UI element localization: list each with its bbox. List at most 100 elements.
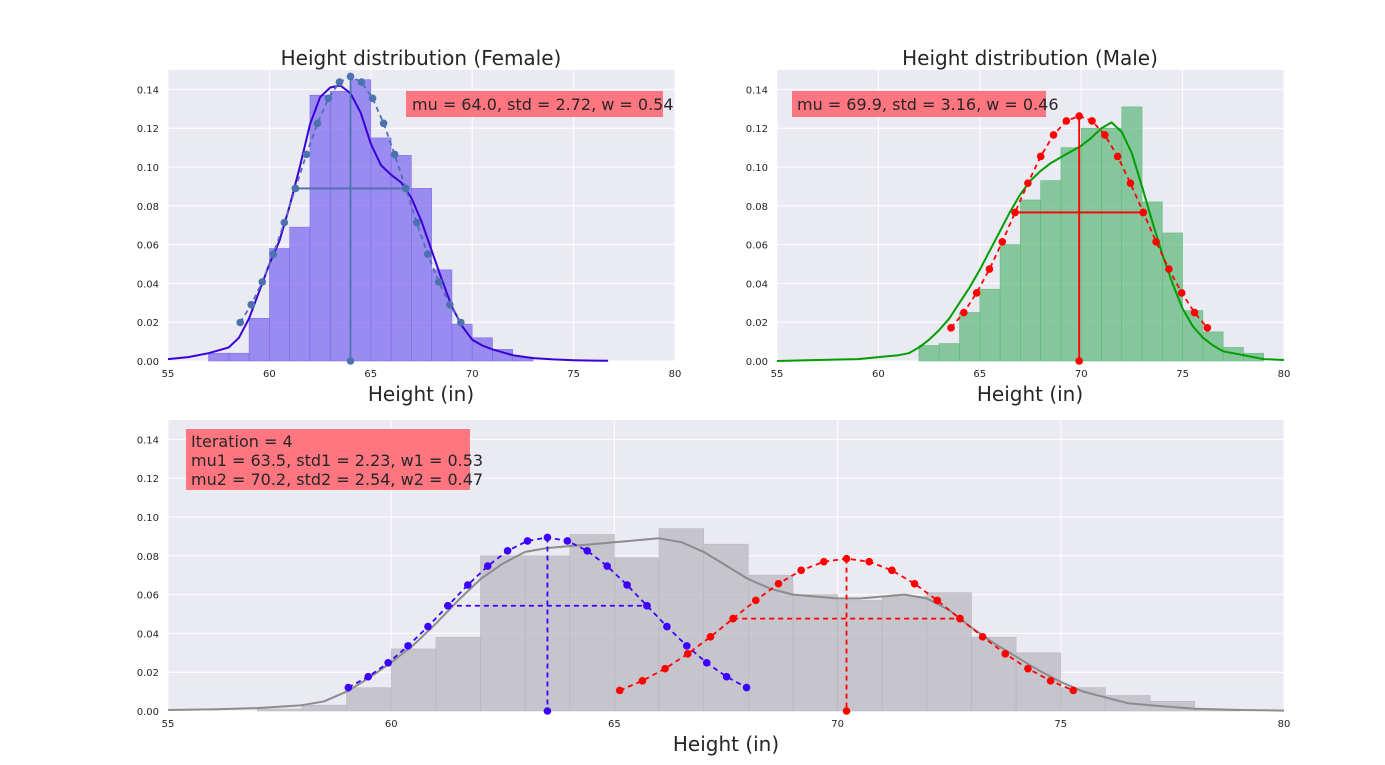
female-histogram-bar [289,226,311,362]
mixture-x-tick-label: 60 [385,719,398,730]
mixture-y-tick-label: 0.02 [137,668,159,679]
male-y-tick-label: 0.04 [746,279,768,290]
mixture-y-tick-label: 0.08 [137,552,159,563]
mixture-histogram-bar [837,600,883,712]
mixture-male-gaussian-point [820,557,828,566]
mixture-male-gaussian-point [638,677,647,685]
mixture-y-tick-label: 0.04 [137,629,159,640]
male-x-tick-label: 55 [771,369,784,380]
male-histogram-bar [918,345,940,362]
mixture-male-gaussian-point [683,650,692,658]
mixture-male-std-right-point [956,614,964,623]
mixture-x-tick-label: 65 [608,719,621,730]
mixture-kde-line [167,537,1285,712]
male-gaussian-point [960,308,968,317]
male-y-tick-label: 0.14 [746,85,768,96]
male-gaussian-point [1024,179,1032,187]
male-histogram-bar [1101,127,1123,362]
female-x-tick-label: 80 [669,369,682,380]
female-gaussian-point [335,78,344,86]
female-gaussian-point [434,278,443,286]
male-annotation-box [792,91,1046,117]
male-std-left-point [1011,208,1019,217]
male-gaussian-point [1049,131,1058,139]
mixture-histogram-bar [480,555,526,712]
mixture-y-tick-label: 0.06 [137,591,159,602]
mixture-female-gaussian-point [424,622,432,631]
female-xlabel: Height (in) [368,382,474,406]
male-y-tick-label: 0.12 [746,124,768,135]
female-gaussian-point [236,318,244,327]
mixture-female-gaussian-point [483,562,492,570]
male-x-tick-label: 65 [973,369,986,380]
mixture-female-gaussian-point [404,642,412,650]
female-gaussian-point [258,278,267,286]
mixture-y-tick-label: 0.14 [137,435,159,446]
female-gaussian-point [247,300,256,309]
male-gaussian-point [1190,308,1199,317]
mixture-male-gaussian-point [706,633,715,641]
mixture-annotation-component-2: mu2 = 70.2, std2 = 2.54, w2 = 0.47 [191,470,483,489]
male-gaussian-point [1113,152,1122,161]
mixture-female-std-left-point [444,601,452,610]
female-histogram-bar [329,91,351,362]
female-y-tick-label: 0.10 [137,163,159,174]
male-mean-base-point [1075,357,1083,365]
female-std-right-point [401,184,410,193]
male-y-tick-label: 0.02 [746,318,768,329]
mixture-x-tick-label: 55 [162,719,175,730]
male-histogram-bar [1080,127,1102,362]
male-histogram-bar [938,343,960,362]
mixture-histogram-bar [256,708,303,712]
mixture-histogram-bar [569,534,615,712]
female-kde-line [167,84,609,362]
female-histogram-bar [228,352,250,362]
male-y-tick-label: 0.06 [746,241,768,252]
female-histogram-bar [208,352,230,362]
mixture-male-gaussian-point [1046,677,1055,685]
mixture-female-gaussian-point [563,537,572,545]
mixture-male-gaussian-point [661,664,669,673]
female-title: Height distribution (Female) [281,46,562,70]
female-gaussian-point [390,150,399,159]
mixture-female-gaussian-point [683,642,691,650]
female-histogram-bar [269,248,290,362]
female-std-left-point [291,184,300,193]
female-y-tick-label: 0.08 [137,202,159,213]
female-gaussian-point [423,250,432,259]
mixture-male-gaussian-point [910,579,919,588]
mixture-y-tick-label: 0.00 [137,707,159,718]
mixture-male-gaussian-point [1001,650,1010,658]
female-y-tick-label: 0.14 [137,85,159,96]
mixture-male-gaussian-point [797,566,805,575]
male-gaussian-point [985,265,994,273]
mixture-male-gaussian-point [865,557,874,566]
mixture-female-gaussian-point [663,622,671,631]
male-histogram-bar [999,244,1021,362]
mixture-female-gaussian-point [503,547,512,555]
female-gaussian-point [346,72,355,81]
male-histogram-bar [979,288,1001,362]
male-y-tick-label: 0.08 [746,202,768,213]
mixture-histogram-bar [926,592,972,712]
male-annotation-line: mu = 69.9, std = 3.16, w = 0.46 [797,95,1059,114]
mixture-male-gaussian-point [978,633,987,641]
mixture-subplot: 55 60 65 70 75 80 0.00 0.02 0.04 0.06 0.08 0.10 0.1… [137,420,1290,756]
male-kde-line [776,121,1285,362]
female-x-tick-label: 55 [162,369,175,380]
female-gaussian-point [412,218,421,227]
female-x-tick-label: 65 [364,369,377,380]
mixture-female-gaussian-point [742,683,751,692]
female-annotation-line: mu = 64.0, std = 2.72, w = 0.54 [412,95,674,114]
male-histogram-bar [1020,199,1041,362]
male-histogram-bar [1141,201,1163,362]
mixture-histogram-bar [435,636,481,712]
mixture-annotation-box [186,429,470,490]
mixture-male-gaussian-point [752,596,760,605]
female-annotation-box [406,91,663,117]
female-y-tick-label: 0.06 [137,241,159,252]
mixture-histogram-bar [524,555,571,712]
mixture-x-tick-label: 70 [831,719,844,730]
mixture-female-gaussian-point [344,683,353,692]
